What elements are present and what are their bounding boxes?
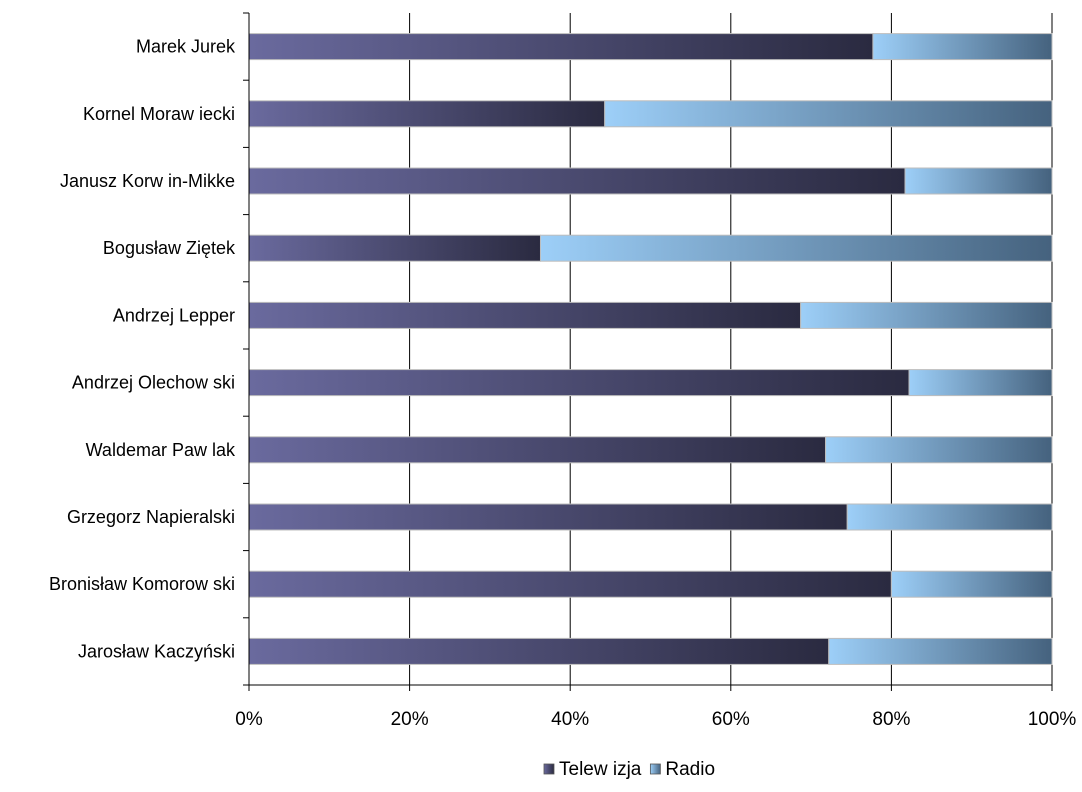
- bar-radio: [800, 301, 1053, 329]
- x-tick-label: 60%: [712, 709, 750, 730]
- bar-telewizja: [248, 301, 802, 329]
- bar-radio: [539, 234, 1053, 262]
- bar-telewizja: [248, 637, 830, 665]
- category-label: Waldemar Paw lak: [86, 440, 236, 460]
- legend-swatch: [649, 763, 661, 775]
- legend-label: Telew izja: [559, 759, 642, 780]
- axes: [243, 12, 1053, 691]
- bars: [248, 33, 1053, 665]
- bar-radio: [890, 570, 1053, 598]
- legend-label: Radio: [665, 759, 715, 780]
- bar-telewizja: [248, 167, 906, 195]
- bar-radio: [846, 503, 1053, 531]
- bar-telewizja: [248, 503, 848, 531]
- category-label: Janusz Korw in-Mikke: [60, 171, 235, 191]
- category-label: Andrzej Olechow ski: [72, 373, 235, 393]
- category-label: Marek Jurek: [136, 37, 236, 57]
- bar-telewizja: [248, 570, 892, 598]
- x-tick-labels: 0% 20% 40% 60% 80% 100%: [235, 709, 1076, 730]
- bar-radio: [904, 167, 1053, 195]
- category-labels: Marek Jurek Kornel Moraw iecki Janusz Korw…: [49, 37, 236, 662]
- category-label: Grzegorz Napieralski: [67, 507, 235, 527]
- bar-telewizja: [248, 33, 874, 61]
- category-label: Bronisław Komorow ski: [49, 574, 235, 594]
- legend-swatch: [543, 763, 555, 775]
- x-tick-label: 100%: [1028, 709, 1077, 730]
- x-tick-label: 20%: [391, 709, 429, 730]
- x-tick-label: 80%: [872, 709, 910, 730]
- bar-telewizja: [248, 436, 827, 464]
- category-label: Jarosław Kaczyński: [78, 641, 235, 661]
- bar-telewizja: [248, 369, 910, 397]
- bar-radio: [908, 369, 1053, 397]
- bar-radio: [872, 33, 1053, 61]
- legend: Telew izja Radio: [543, 759, 715, 780]
- bar-telewizja: [248, 234, 541, 262]
- bar-telewizja: [248, 100, 606, 128]
- x-tick-label: 0%: [235, 709, 263, 730]
- bar-radio: [825, 436, 1053, 464]
- category-label: Kornel Moraw iecki: [83, 104, 235, 124]
- category-label: Bogusław Ziętek: [103, 238, 236, 258]
- bar-radio: [828, 637, 1053, 665]
- bar-radio: [604, 100, 1053, 128]
- x-tick-label: 40%: [551, 709, 589, 730]
- category-label: Andrzej Lepper: [113, 305, 235, 325]
